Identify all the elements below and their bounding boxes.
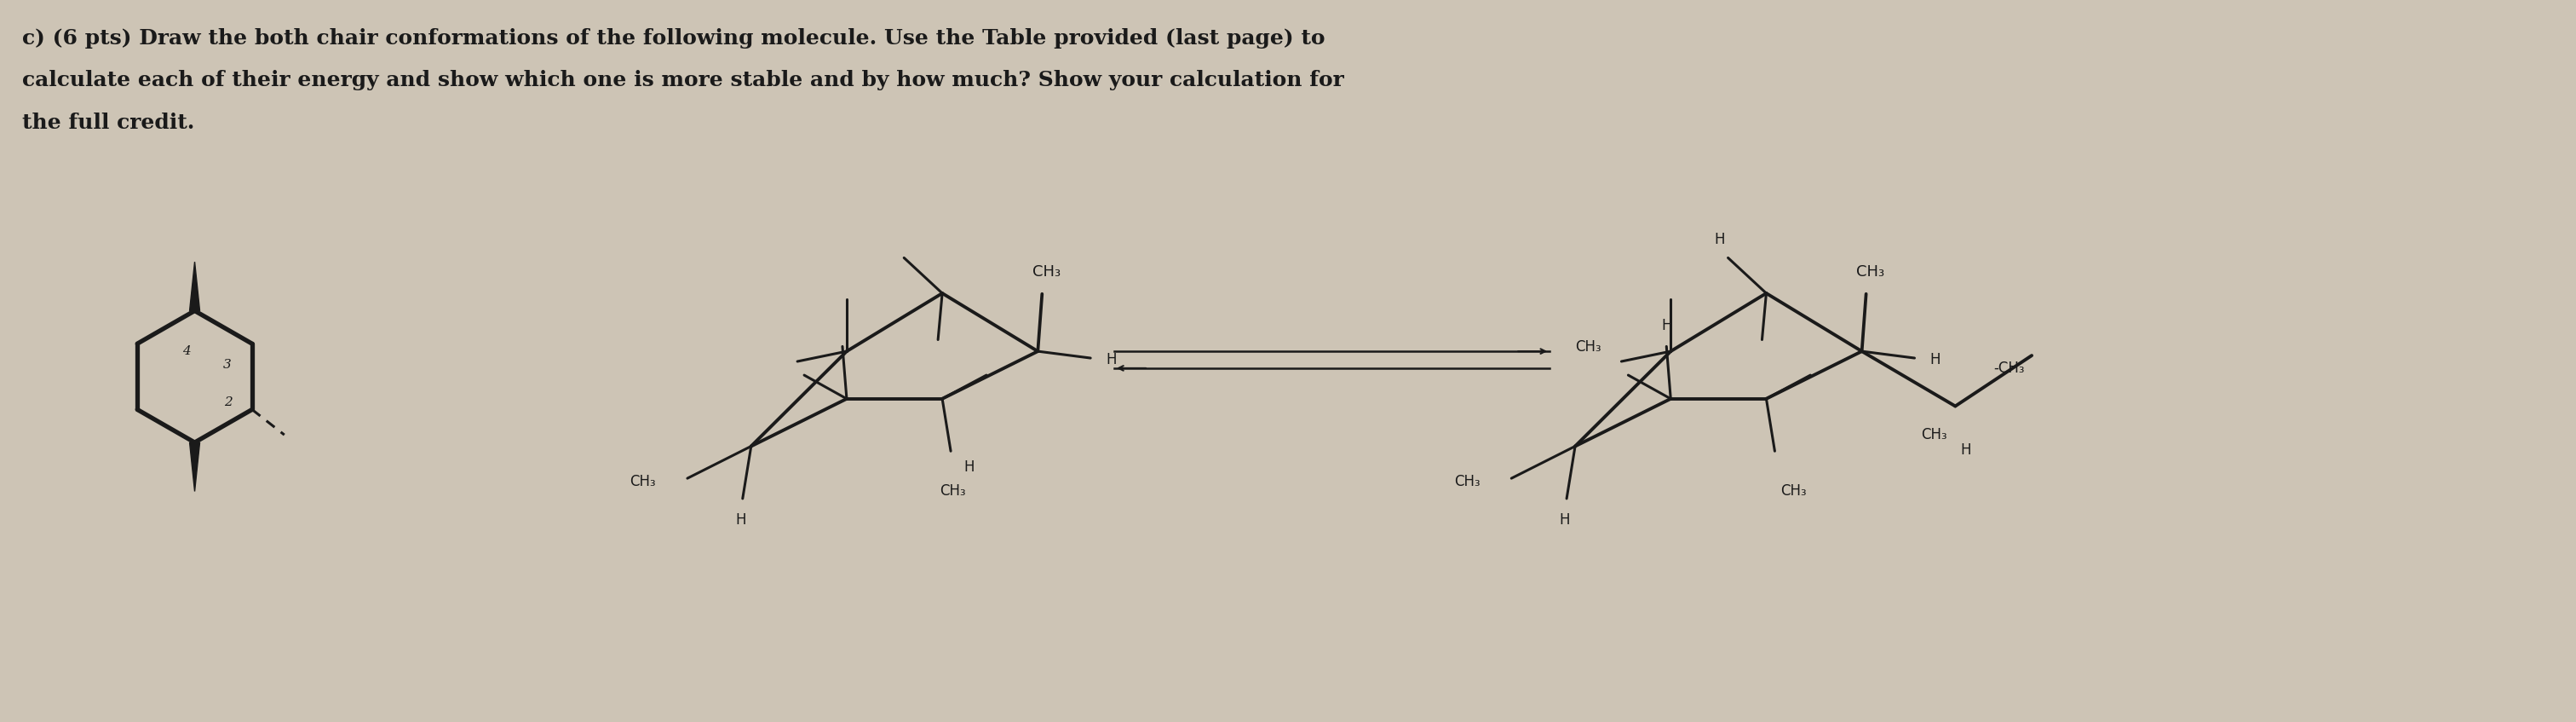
Text: H: H bbox=[737, 512, 747, 528]
Polygon shape bbox=[191, 262, 201, 310]
Text: 3: 3 bbox=[222, 359, 232, 371]
Text: 2: 2 bbox=[224, 396, 232, 408]
Text: H: H bbox=[1558, 512, 1571, 528]
Text: the full credit.: the full credit. bbox=[23, 113, 196, 133]
Text: CH₃: CH₃ bbox=[1780, 483, 1806, 498]
Text: H: H bbox=[1105, 352, 1115, 367]
Text: CH₃: CH₃ bbox=[1453, 474, 1481, 490]
Text: H: H bbox=[1929, 352, 1940, 367]
Text: 4: 4 bbox=[183, 345, 191, 357]
Text: c) (6 pts) Draw the both chair conformations of the following molecule. Use the : c) (6 pts) Draw the both chair conformat… bbox=[23, 28, 1324, 48]
Text: CH₃: CH₃ bbox=[1857, 264, 1886, 279]
Text: H: H bbox=[1960, 443, 1971, 458]
Text: CH₃: CH₃ bbox=[631, 474, 657, 490]
Text: H: H bbox=[1662, 318, 1672, 333]
Text: H: H bbox=[1713, 232, 1726, 247]
Text: calculate each of their energy and show which one is more stable and by how much: calculate each of their energy and show … bbox=[23, 70, 1345, 91]
Text: CH₃: CH₃ bbox=[940, 483, 966, 498]
Text: H: H bbox=[963, 459, 974, 475]
Polygon shape bbox=[191, 443, 201, 492]
Text: CH₃: CH₃ bbox=[1922, 427, 1947, 443]
Text: -CH₃: -CH₃ bbox=[1994, 360, 2025, 376]
Text: CH₃: CH₃ bbox=[1574, 339, 1602, 355]
Text: CH₃: CH₃ bbox=[1033, 264, 1061, 279]
